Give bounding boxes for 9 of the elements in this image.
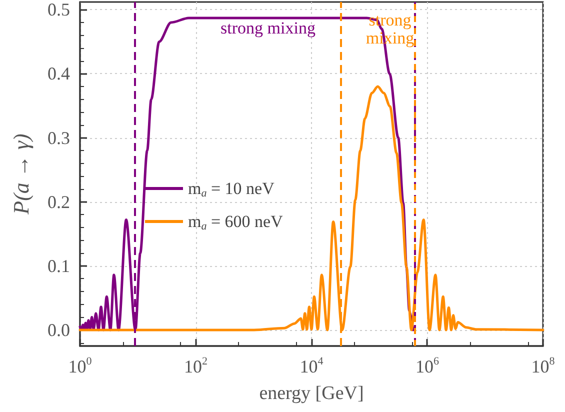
annotation: strong mixing [220,18,316,38]
y-tick-label: 0.0 [48,320,70,340]
y-tick-label: 0.4 [48,64,70,84]
x-axis-title: energy [GeV] [259,383,364,404]
y-tick-label: 0.3 [48,128,70,148]
y-axis-title: P(a → γ) [8,134,34,216]
y-tick-label: 0.2 [48,192,70,212]
y-tick-label: 0.5 [48,0,70,20]
y-tick-label: 0.1 [48,256,70,276]
